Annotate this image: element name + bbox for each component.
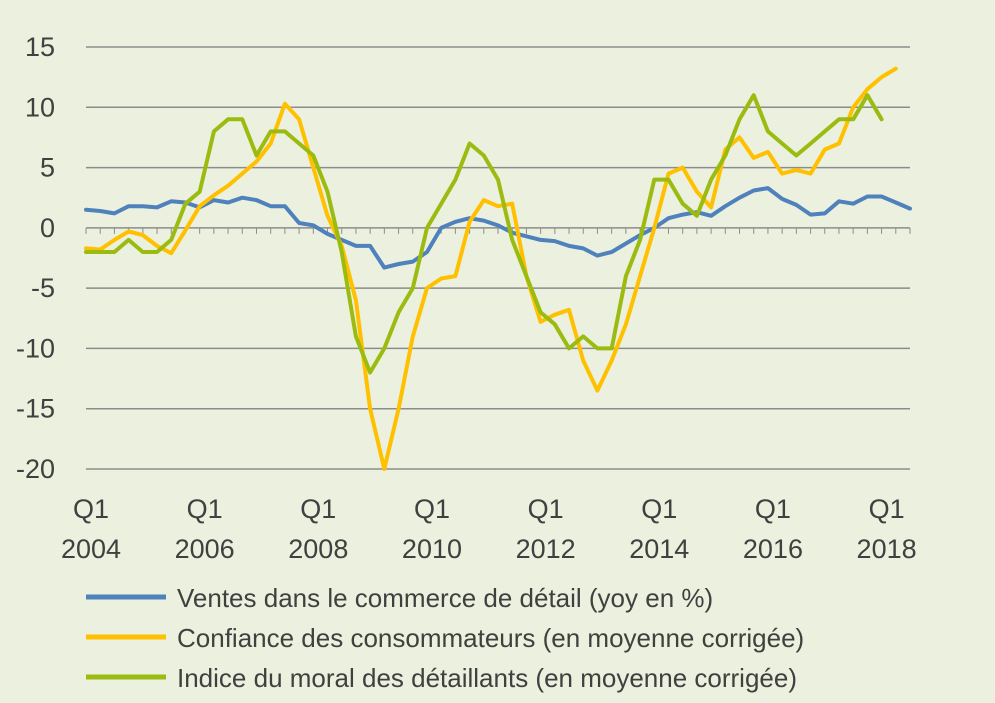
x-tick-label-year: 2004	[61, 534, 121, 564]
x-tick-label-year: 2016	[743, 534, 803, 564]
x-tick-label-year: 2010	[402, 534, 462, 564]
x-tick-label-year: 2012	[516, 534, 576, 564]
series-line-3	[84, 93, 884, 375]
legend-label: Indice du moral des détaillants (en moye…	[177, 663, 797, 693]
x-tick-label-quarter: Q1	[73, 494, 109, 524]
y-tick-label: 0	[40, 213, 55, 243]
x-tick-label-year: 2014	[629, 534, 689, 564]
y-tick-label: -20	[16, 454, 55, 484]
gridlines	[86, 46, 910, 470]
y-tick-label: -5	[31, 273, 55, 303]
y-tick-label: 15	[25, 32, 55, 62]
x-tick-label-year: 2006	[175, 534, 235, 564]
legend-label: Confiance des consommateurs (en moyenne …	[177, 623, 804, 653]
y-axis: 15 10 5 0 -5 -10 -15 -20	[16, 32, 55, 484]
legend-label: Ventes dans le commerce de détail (yoy e…	[177, 583, 713, 613]
series-lines	[84, 66, 912, 471]
legend: Ventes dans le commerce de détail (yoy e…	[86, 583, 804, 693]
x-tick-label-quarter: Q1	[755, 494, 791, 524]
x-tick-label-quarter: Q1	[414, 494, 450, 524]
x-tick-label-year: 2018	[857, 534, 917, 564]
y-tick-label: 10	[25, 92, 55, 122]
y-tick-label: -10	[16, 333, 55, 363]
series-line-1	[84, 186, 912, 270]
y-tick-label: -15	[16, 394, 55, 424]
x-tick-label-quarter: Q1	[528, 494, 564, 524]
y-tick-label: 5	[40, 153, 55, 183]
x-tick-label-quarter: Q1	[187, 494, 223, 524]
x-tick-label-quarter: Q1	[300, 494, 336, 524]
x-tick-label-quarter: Q1	[641, 494, 677, 524]
x-axis: Q1 2004 Q1 2006 Q1 2008 Q1 2010 Q1 2012 Q1 2014 Q1 20…	[61, 227, 917, 564]
x-tick-label-year: 2008	[288, 534, 348, 564]
x-tick-label-quarter: Q1	[869, 494, 905, 524]
series-line-2	[84, 66, 898, 471]
